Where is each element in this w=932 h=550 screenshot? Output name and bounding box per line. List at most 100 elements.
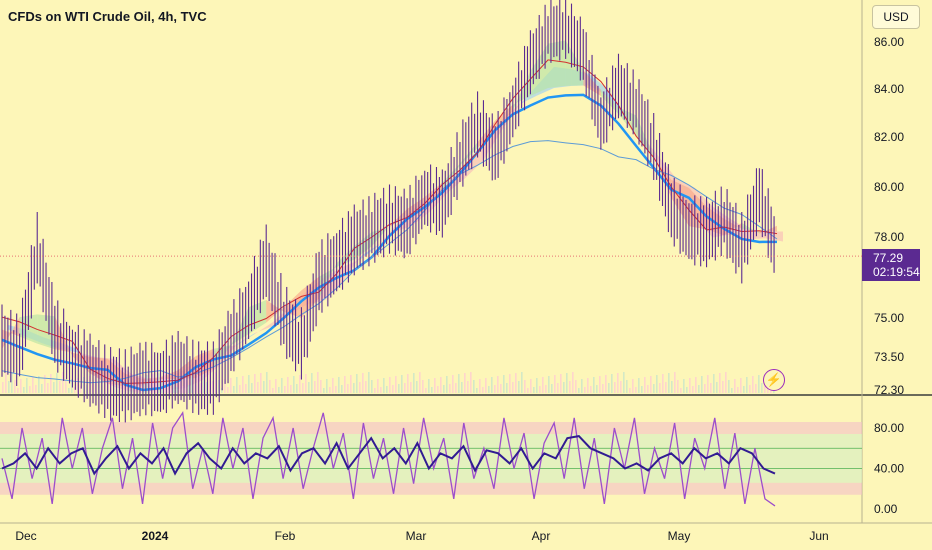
volume-bar	[284, 386, 286, 393]
volume-bar	[725, 372, 727, 393]
volume-bar	[455, 383, 457, 393]
volume-bar	[233, 386, 235, 393]
volume-bar	[338, 377, 340, 393]
volume-bar	[590, 386, 592, 393]
volume-bar	[245, 384, 247, 393]
volume-bar	[617, 373, 619, 393]
volume-bar	[29, 386, 31, 393]
volume-bar	[563, 382, 565, 393]
volume-bar	[269, 380, 271, 393]
volume-bar	[341, 385, 343, 393]
volume-bar	[287, 377, 289, 393]
volume-bar	[11, 372, 13, 393]
volume-bar	[596, 385, 598, 393]
volume-bar	[359, 382, 361, 393]
volume-bar	[224, 379, 226, 393]
volume-bar	[527, 388, 529, 393]
volume-bar	[407, 374, 409, 393]
volume-bar	[467, 381, 469, 393]
volume-bar	[458, 374, 460, 393]
volume-bar	[335, 386, 337, 393]
volume-bar	[479, 379, 481, 393]
volume-bar	[47, 383, 49, 393]
price-tick-label: 72.30	[874, 383, 904, 397]
cloud-segment	[589, 73, 607, 96]
volume-bar	[452, 375, 454, 393]
volume-bar	[623, 372, 625, 393]
volume-bar	[59, 381, 61, 393]
volume-bar	[740, 378, 742, 393]
volume-bar	[20, 379, 22, 393]
volume-bar	[632, 379, 634, 393]
volume-bar	[716, 382, 718, 393]
volume-bar	[554, 375, 556, 393]
volume-bar	[629, 388, 631, 393]
price-tick-label: 84.00	[874, 82, 904, 96]
volume-bar	[722, 381, 724, 393]
time-tick-label: 2024	[142, 529, 169, 543]
volume-bar	[641, 386, 643, 393]
last-price-value: 77.29	[873, 251, 904, 265]
volume-bar	[32, 377, 34, 393]
volume-bar	[665, 382, 667, 393]
volume-bar	[176, 387, 178, 393]
volume-bar	[278, 387, 280, 393]
volume-bar	[50, 374, 52, 393]
last-price-label: 77.29 02:19:54	[862, 249, 920, 281]
volume-bar	[512, 382, 514, 393]
oscillator-tick-label: 40.00	[874, 462, 904, 476]
oversold-band	[0, 482, 862, 495]
volume-bar	[515, 373, 517, 393]
volume-bar	[470, 372, 472, 393]
volume-bar	[296, 384, 298, 393]
volume-bar	[350, 375, 352, 393]
volume-bar	[239, 385, 241, 393]
volume-bar	[692, 386, 694, 393]
volume-bar	[419, 372, 421, 393]
volume-bar	[236, 377, 238, 393]
volume-bar	[131, 386, 133, 393]
chart-title: CFDs on WTI Crude Oil, 4h, TVC	[8, 9, 207, 24]
volume-bar	[599, 376, 601, 393]
volume-bar	[572, 372, 574, 393]
currency-selector-button[interactable]: USD	[872, 5, 920, 29]
volume-bar	[734, 379, 736, 393]
volume-bar	[395, 376, 397, 393]
volume-bar	[605, 375, 607, 393]
volume-bar	[416, 381, 418, 393]
volume-bar	[248, 375, 250, 393]
volume-bar	[662, 374, 664, 393]
volume-bar	[353, 383, 355, 393]
price-tick-label: 73.50	[874, 350, 904, 364]
volume-bar	[539, 386, 541, 393]
volume-bar	[134, 377, 136, 393]
volume-bar	[371, 380, 373, 393]
volume-bar	[332, 378, 334, 393]
volume-bar	[392, 385, 394, 393]
volume-bar	[482, 387, 484, 393]
volume-bar	[668, 373, 670, 393]
volume-bar	[626, 380, 628, 393]
stoch-d-line	[1, 435, 776, 476]
volume-bar	[305, 374, 307, 393]
volume-bar	[614, 382, 616, 393]
volume-bar	[410, 382, 412, 393]
oscillator-tick-label: 0.00	[874, 502, 898, 516]
volume-bar	[542, 377, 544, 393]
volume-bar	[710, 383, 712, 393]
volume-bar	[581, 379, 583, 393]
volume-bar	[647, 385, 649, 393]
volume-bar	[293, 376, 295, 393]
volume-bar	[212, 381, 214, 393]
volume-bar	[152, 374, 154, 393]
volume-bar	[749, 385, 751, 393]
volume-bar	[251, 383, 253, 393]
volume-bar	[146, 375, 148, 393]
volume-bar	[584, 387, 586, 393]
lightning-bolt-icon[interactable]: ⚡	[763, 369, 785, 391]
volume-bar	[701, 376, 703, 393]
volume-bar	[62, 372, 64, 393]
price-candles	[1, 0, 775, 423]
volume-bar	[719, 373, 721, 393]
